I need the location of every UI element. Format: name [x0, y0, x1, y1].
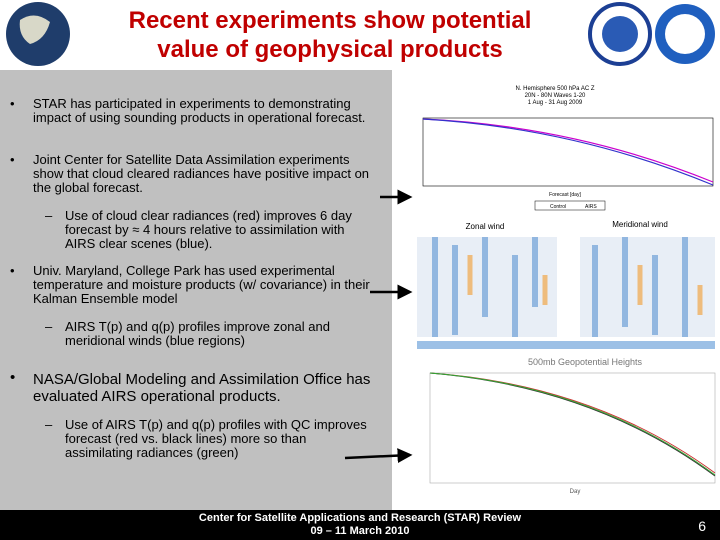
footer-line: 09 – 11 March 2010 [310, 525, 410, 537]
footer: Center for Satellite Applications and Re… [0, 510, 720, 540]
curve-control [422, 118, 714, 186]
figure-title: 1 Aug - 31 Aug 2009 [528, 100, 583, 106]
x-axis-label: Day [570, 489, 581, 495]
header-graphics [6, 2, 715, 66]
footer-text: Center for Satellite Applications and Re… [160, 512, 560, 538]
bullet-text: Joint Center for Satellite Data Assimila… [33, 152, 370, 195]
bullet-text: NASA/Global Modeling and Assimilation Of… [33, 371, 371, 405]
bullet-text: AIRS T(p) and q(p) profiles improve zona… [65, 319, 330, 348]
panel-title: Zonal wind [466, 222, 505, 231]
text-panel [0, 70, 392, 510]
page-number: 6 [698, 518, 706, 534]
figure-title: 500mb Geopotential Heights [528, 357, 643, 367]
bullet-marker: • [10, 96, 15, 111]
figure-title: N. Hemisphere 500 hPa AC Z [515, 86, 594, 92]
sub-bullet: – Use of AIRS T(p) and q(p) profiles with… [45, 417, 367, 460]
heatmap [580, 237, 715, 337]
bullet-marker: – [45, 208, 53, 223]
bullet-text: Use of AIRS T(p) and q(p) profiles with … [65, 417, 367, 460]
heatmap-streaks [467, 255, 703, 315]
bullet-text: Univ. Maryland, College Park has used ex… [33, 263, 370, 306]
plot-frame [422, 117, 714, 187]
figure-2: Zonal wind Meridional wind [395, 215, 720, 355]
bullet-marker: • [10, 369, 16, 386]
noaa-logo-inner [665, 14, 705, 54]
bullet-marker: – [45, 417, 53, 432]
legend-box [534, 200, 606, 211]
panel-title: Meridional wind [612, 220, 668, 229]
bullet-text: STAR has participated in experiments to … [33, 96, 366, 125]
legend-entry: Control [550, 204, 566, 210]
sub-bullet: – Use of cloud clear radiances (red) impr… [45, 208, 352, 251]
figure-3: 500mb Geopotential Heights Day [395, 355, 720, 505]
arrow [344, 448, 413, 464]
colorbar [417, 341, 715, 349]
sub-bullet: – AIRS T(p) and q(p) profiles improve zon… [45, 319, 330, 348]
nasa-logo-inner [602, 16, 638, 52]
bullet-marker: • [10, 263, 15, 278]
globe-clouds [19, 15, 50, 44]
figure-1: N. Hemisphere 500 hPa AC Z 20N - 80N Wav… [395, 78, 720, 213]
figure-title: 20N - 80N Waves 1-20 [525, 93, 586, 99]
figure-bg [395, 355, 720, 505]
legend-entry: AIRS [585, 204, 597, 210]
x-axis-label: Forecast [day] [549, 192, 581, 198]
bullet-text: Use of cloud clear radiances (red) impro… [65, 208, 352, 251]
arrows [344, 189, 413, 464]
slide-title: Recent experiments show potential value … [128, 7, 532, 63]
heatmap-streaks [432, 237, 688, 337]
plot-frame [429, 372, 716, 484]
curve [429, 372, 716, 476]
footer-line: Center for Satellite Applications and Re… [198, 512, 522, 524]
figure-bg [395, 78, 720, 213]
bullet-marker: • [10, 152, 15, 167]
bullet-marker: – [45, 319, 53, 334]
